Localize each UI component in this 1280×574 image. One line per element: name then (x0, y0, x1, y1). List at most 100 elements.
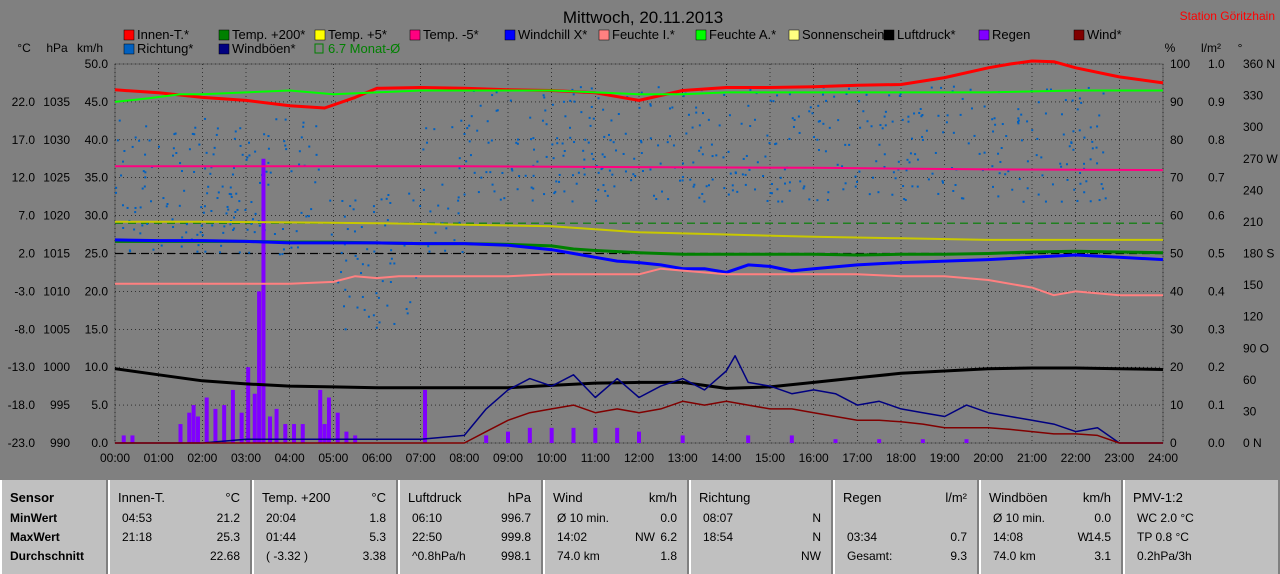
x-tick-label: 23:00 (1104, 451, 1134, 465)
percent-tick-label: 90 (1170, 95, 1184, 109)
rain-bar (191, 405, 196, 443)
stats-cell-label: 04:53 (122, 511, 153, 525)
wind-direction-point (390, 249, 393, 252)
wind-direction-point (612, 141, 615, 144)
wind-direction-point (145, 125, 148, 128)
wind-direction-point (233, 216, 236, 219)
wind-direction-point (687, 113, 690, 116)
wind-direction-point (601, 153, 604, 156)
wind-direction-point (859, 126, 862, 129)
wind-direction-point (427, 245, 430, 248)
wind-direction-point (468, 124, 471, 127)
wind-direction-point (858, 100, 861, 103)
stats-cell-direction: W (1077, 530, 1089, 544)
wind-direction-point (342, 305, 345, 308)
wind-direction-point (486, 120, 489, 123)
wind-direction-point (952, 85, 955, 88)
wind-direction-point (916, 185, 919, 188)
wind-direction-point (649, 137, 652, 140)
wind-direction-point (545, 123, 548, 126)
percent-tick-label: 70 (1170, 171, 1184, 185)
wind-direction-point (657, 144, 660, 147)
wind-direction-point (366, 248, 369, 251)
wind-direction-point (1101, 187, 1104, 190)
wind-direction-point (1017, 108, 1020, 111)
wind-direction-point (727, 150, 730, 153)
wind-direction-point (715, 154, 718, 157)
stats-column: Regen l/m² 03:34 0.7 Gesamt: 9.3 (833, 480, 979, 574)
wind-direction-point (265, 170, 268, 173)
wind-direction-point (772, 100, 775, 103)
wind-direction-point (373, 250, 376, 253)
wind-direction-point (770, 183, 773, 186)
stats-cell-value: N (812, 530, 821, 544)
wind-direction-point (360, 226, 363, 229)
wind-direction-point (219, 251, 222, 254)
wind-direction-point (615, 149, 618, 152)
wind-direction-point (349, 205, 352, 208)
rain-bar (549, 427, 554, 443)
wind-direction-point (231, 173, 234, 176)
station-name: Station Göritzhain (1180, 9, 1275, 23)
degree-tick-label: 330 (1243, 89, 1263, 103)
wind-direction-point (197, 244, 200, 247)
degree-axis-unit: ° (1238, 41, 1243, 55)
wind-direction-point (571, 174, 574, 177)
stats-column-header: Sensor (10, 490, 55, 505)
stats-cell-label: 20:04 (266, 511, 297, 525)
celsius-tick-label: 22.0 (12, 95, 36, 109)
wind-direction-point (476, 129, 479, 132)
x-tick-label: 08:00 (449, 451, 479, 465)
wind-direction-point (470, 115, 473, 118)
wind-direction-point (267, 183, 270, 186)
wind-direction-point (1031, 129, 1034, 132)
rain-bar (322, 424, 327, 443)
legend-label: Innen-T.* (137, 27, 189, 42)
wind-direction-point (776, 94, 779, 97)
wind-direction-point (1071, 99, 1074, 102)
wind-direction-point (204, 117, 207, 120)
wind-direction-point (162, 197, 165, 200)
wind-direction-point (330, 233, 333, 236)
wind-direction-point (942, 131, 945, 134)
wind-direction-point (133, 228, 136, 231)
wind-direction-point (346, 228, 349, 231)
wind-direction-point (841, 165, 844, 168)
wind-direction-point (1001, 123, 1004, 126)
wind-direction-point (181, 236, 184, 239)
wind-direction-point (490, 139, 493, 142)
rain-bar (637, 431, 641, 443)
wind-direction-point (267, 135, 270, 138)
wind-direction-point (888, 94, 891, 97)
wind-direction-point (991, 185, 994, 188)
wind-direction-point (788, 189, 791, 192)
wind-direction-point (1102, 92, 1105, 95)
wind-direction-point (649, 103, 652, 106)
wind-direction-point (543, 193, 546, 196)
wind-direction-point (441, 222, 444, 225)
stats-column-header: Luftdruck (408, 490, 462, 505)
wind-direction-point (744, 173, 747, 176)
rain-bar (195, 416, 200, 443)
wind-direction-point (590, 152, 593, 155)
wind-direction-point (711, 155, 714, 158)
rain-bar (300, 424, 305, 443)
wind-direction-point (345, 259, 348, 262)
wind-direction-point (723, 93, 726, 96)
chart-title: Mittwoch, 20.11.2013 (563, 8, 723, 27)
rain-tick-label: 0.7 (1208, 171, 1225, 185)
wind-direction-point (532, 187, 535, 190)
wind-direction-point (296, 246, 299, 249)
wind-direction-point (216, 197, 219, 200)
wind-direction-point (845, 92, 848, 95)
wind-direction-point (1091, 140, 1094, 143)
wind-direction-point (742, 157, 745, 160)
wind-direction-point (1087, 86, 1090, 89)
wind-direction-point (617, 113, 620, 116)
wind-direction-point (692, 161, 695, 164)
stats-column-header: Innen-T. (118, 490, 165, 505)
rain-bar (257, 291, 262, 443)
rain-bar (213, 408, 218, 443)
percent-tick-label: 60 (1170, 209, 1184, 223)
wind-direction-point (691, 126, 694, 129)
